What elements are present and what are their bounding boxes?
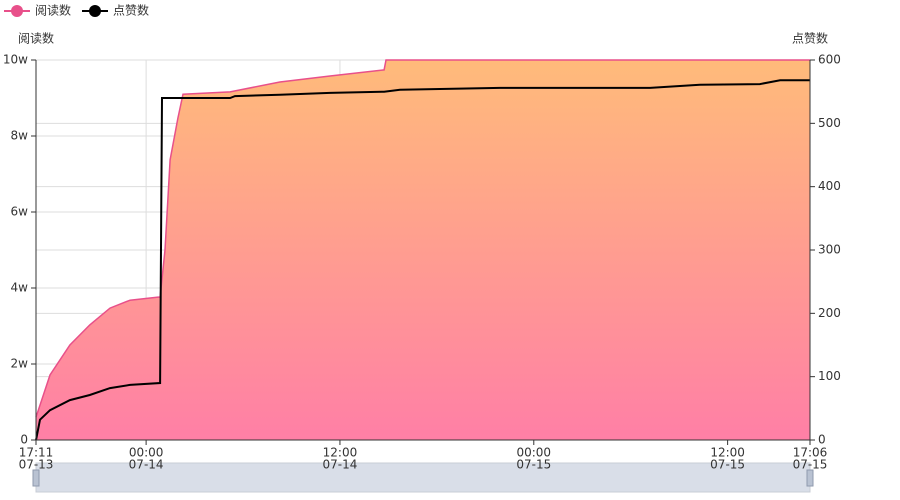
x-tick-label: 12:00	[323, 446, 358, 460]
x-tick-label: 07-15	[710, 458, 745, 472]
x-tick-label: 17:06	[793, 446, 828, 460]
slider-handle[interactable]	[806, 469, 814, 487]
y2-tick-label: 100	[818, 369, 841, 383]
x-tick-label: 07-14	[323, 458, 358, 472]
x-tick-label: 07-14	[129, 458, 164, 472]
y2-axis-title: 点赞数	[792, 31, 828, 46]
series-line	[35, 59, 810, 418]
y-tick-label: 6w	[11, 205, 29, 219]
legend-label: 点赞数	[113, 3, 149, 18]
y-tick-label: 4w	[11, 281, 29, 295]
x-tick-label: 12:00	[710, 446, 745, 460]
y2-tick-label: 0	[818, 433, 826, 447]
x-tick-label: 00:00	[516, 446, 551, 460]
y2-tick-label: 600	[818, 53, 841, 67]
y-axis-title: 阅读数	[18, 31, 54, 46]
x-tick-label: 07-15	[516, 458, 551, 472]
y-tick-label: 2w	[11, 357, 29, 371]
y2-tick-label: 400	[818, 179, 841, 193]
series-line	[35, 79, 810, 441]
y-tick-label: 8w	[11, 129, 29, 143]
y-tick-label: 10w	[3, 53, 28, 67]
y2-tick-label: 200	[818, 306, 841, 320]
legend-marker	[89, 5, 101, 17]
slider-handle[interactable]	[32, 469, 40, 487]
y-tick-label: 0	[20, 433, 28, 447]
x-tick-label: 00:00	[129, 446, 164, 460]
zoom-slider[interactable]	[32, 462, 814, 493]
x-tick-label: 07-13	[19, 458, 54, 472]
y2-tick-label: 500	[818, 116, 841, 130]
legend-label: 阅读数	[35, 3, 71, 18]
area	[36, 60, 810, 440]
x-tick-label: 17:11	[19, 446, 54, 460]
x-tick-label: 07-15	[793, 458, 828, 472]
legend-marker	[11, 5, 23, 17]
y2-tick-label: 300	[818, 243, 841, 257]
slider-track[interactable]	[35, 462, 811, 493]
